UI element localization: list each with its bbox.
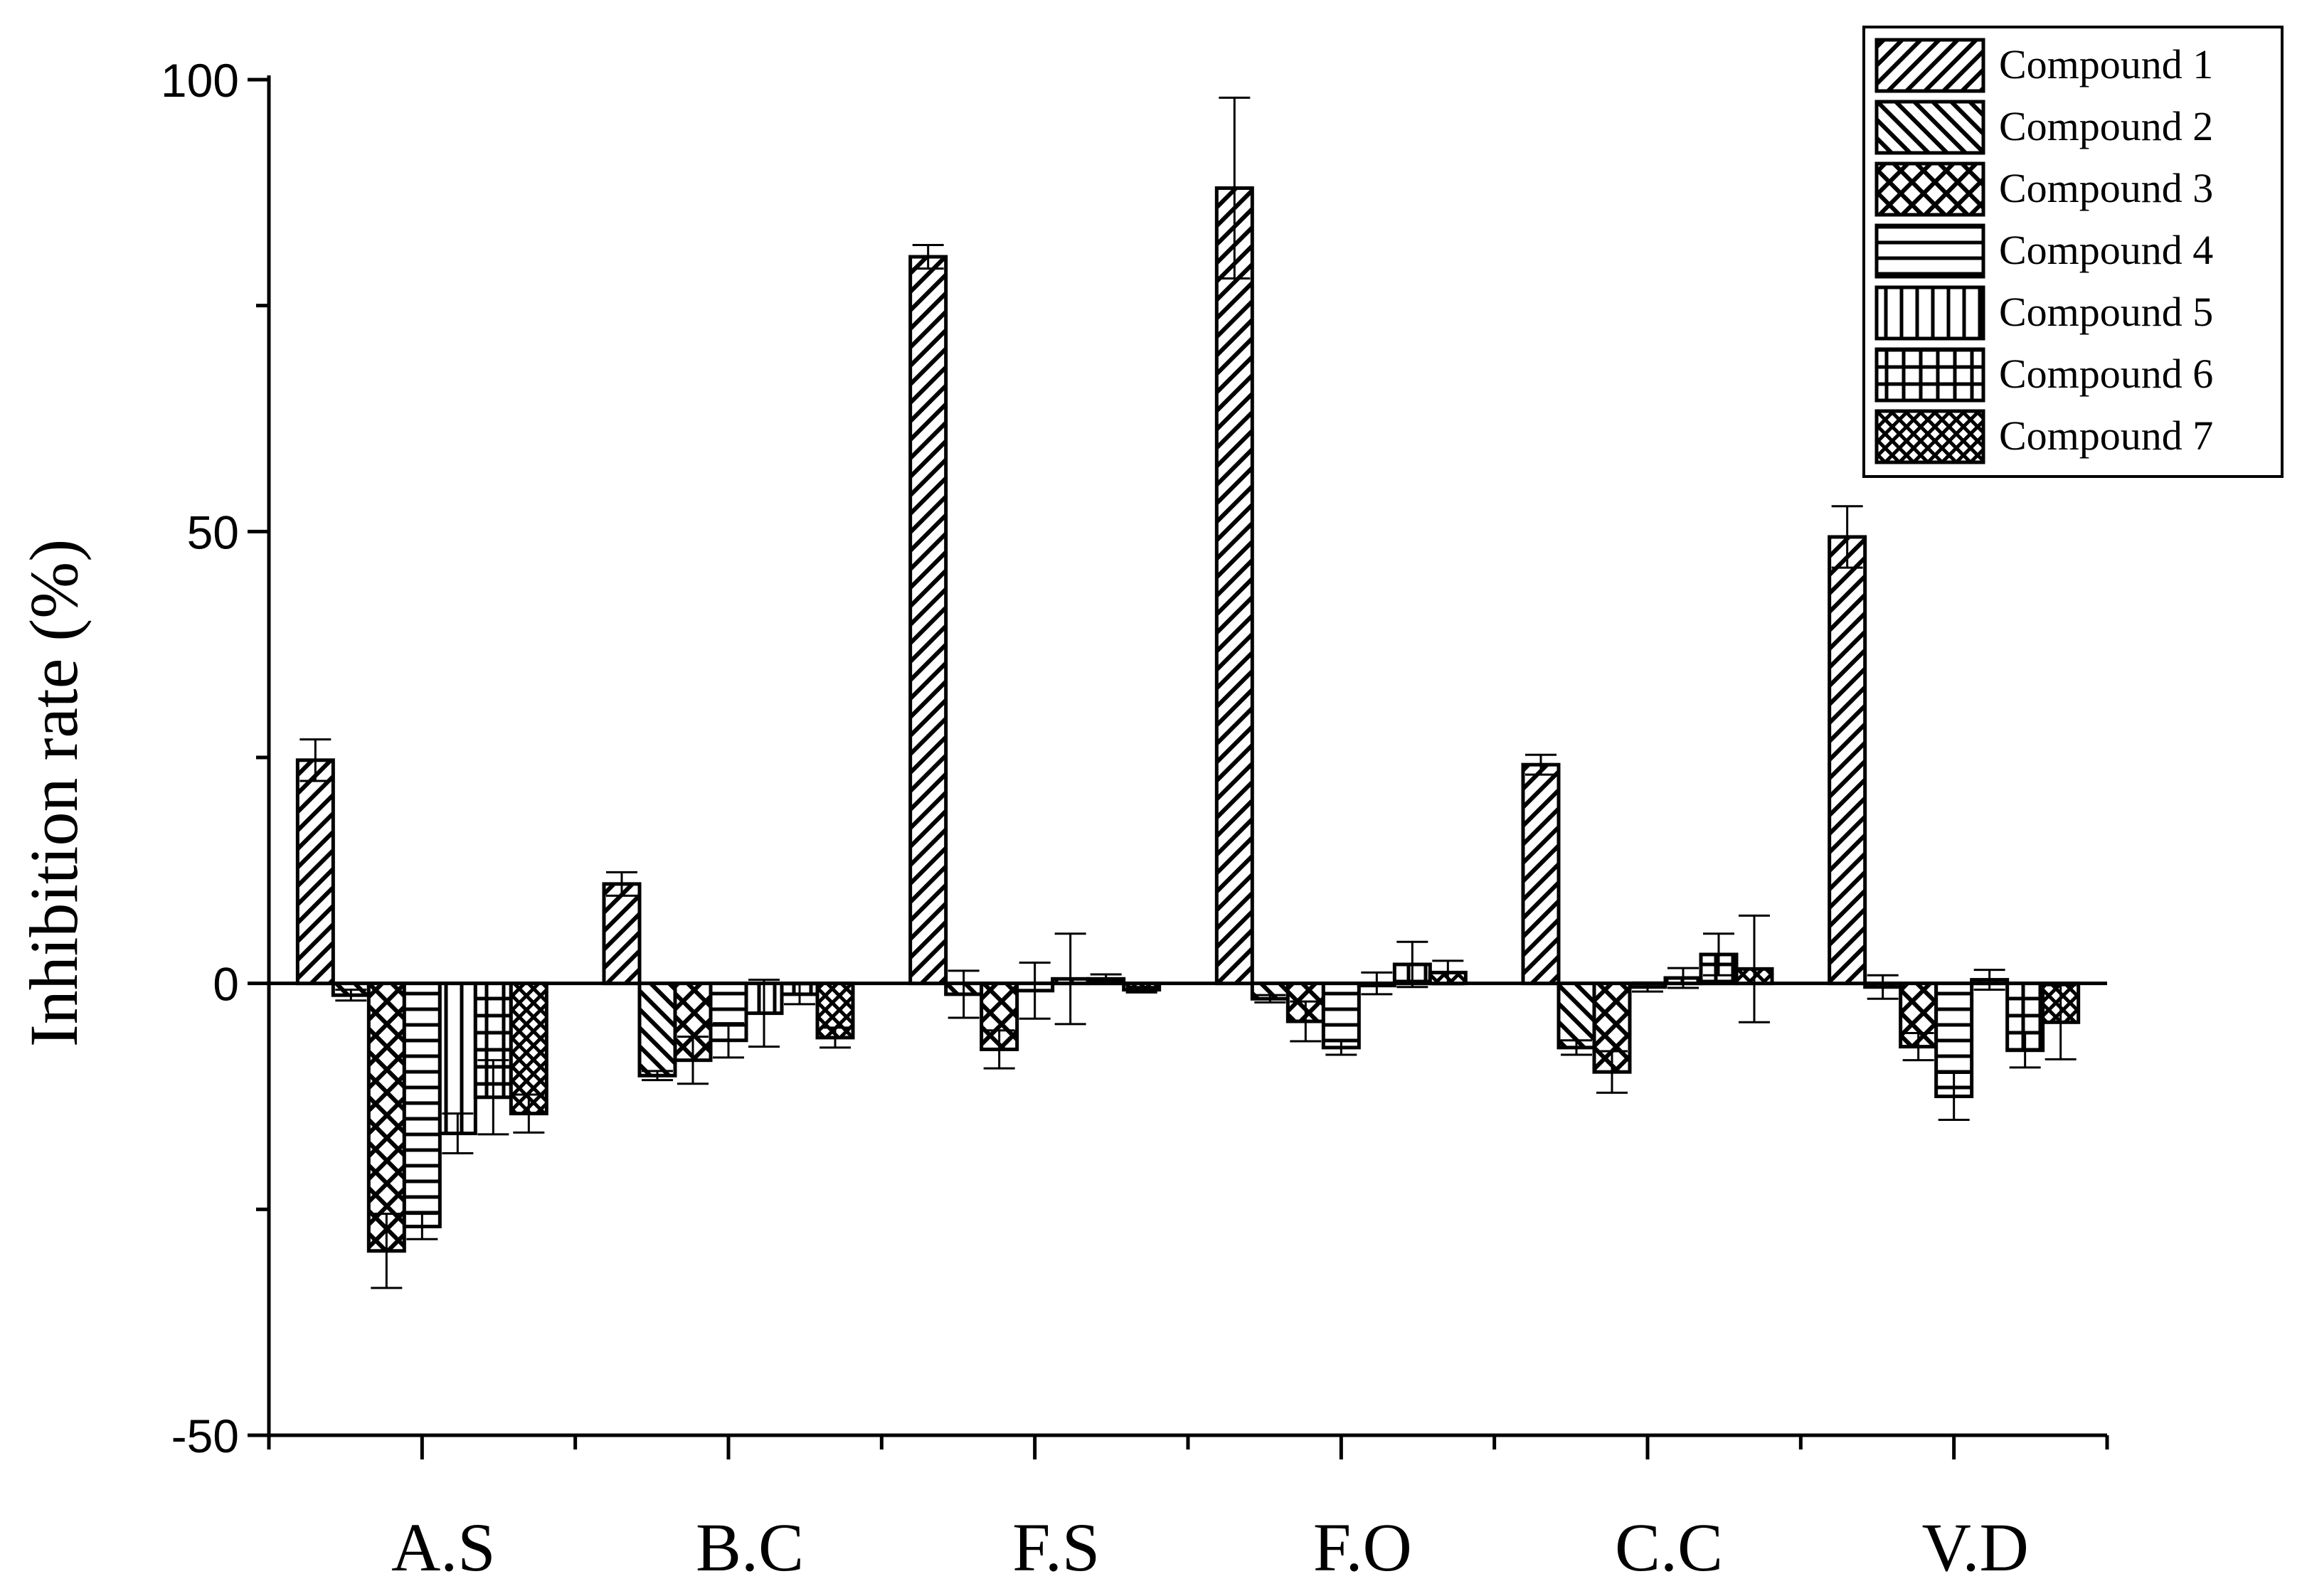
bar	[1828, 535, 1867, 986]
x-tick-label: V.D	[1922, 1509, 2029, 1585]
bar	[437, 981, 477, 1136]
bar	[1592, 981, 1632, 1074]
y-tick-label: 100	[161, 54, 239, 107]
y-axis-title: Inhibition rate (%)	[16, 539, 92, 1047]
y-tick-label: 0	[213, 958, 239, 1011]
legend-swatch	[1874, 223, 1985, 279]
bar	[1556, 981, 1596, 1050]
legend-label: Compound 6	[1999, 351, 2213, 397]
legend-swatch	[1874, 38, 1985, 93]
legend-swatch	[1874, 161, 1985, 217]
x-tick-label: A.S	[391, 1509, 496, 1585]
legend: Compound 1 Compound 2 Compound 3 Compound 4…	[1862, 26, 2284, 478]
bar	[366, 981, 406, 1253]
legend-label: Compound 3	[1999, 165, 2213, 211]
legend-label: Compound 4	[1999, 227, 2213, 273]
x-tick-label: B.C	[696, 1509, 804, 1585]
bars	[295, 96, 2081, 1289]
bar	[295, 758, 335, 986]
bar	[637, 981, 677, 1078]
bar	[1521, 762, 1561, 986]
x-tick-label: F.S	[1012, 1509, 1100, 1585]
legend-label: Compound 1	[1999, 41, 2213, 87]
labels: -50 0 50 100 A.S B.C F.S F.O C.C V.D	[161, 54, 2029, 1585]
bar	[908, 255, 948, 986]
bar	[602, 882, 642, 986]
y-tick-label: 50	[187, 506, 239, 558]
bar	[1321, 981, 1361, 1050]
legend-swatch	[1874, 347, 1985, 403]
legend-label: Compound 2	[1999, 103, 2213, 149]
bar	[402, 981, 442, 1228]
bar	[1214, 186, 1254, 986]
x-tick-label: C.C	[1615, 1509, 1723, 1585]
legend-swatch	[1874, 285, 1985, 341]
legend-label: Compound 5	[1999, 289, 2213, 335]
bar	[509, 981, 548, 1116]
legend-swatch	[1874, 409, 1985, 464]
legend-label: Compound 7	[1999, 413, 2213, 459]
axes	[248, 75, 2109, 1459]
y-tick-label: -50	[171, 1410, 239, 1462]
x-tick-label: F.O	[1313, 1509, 1412, 1585]
legend-swatch	[1874, 100, 1985, 155]
